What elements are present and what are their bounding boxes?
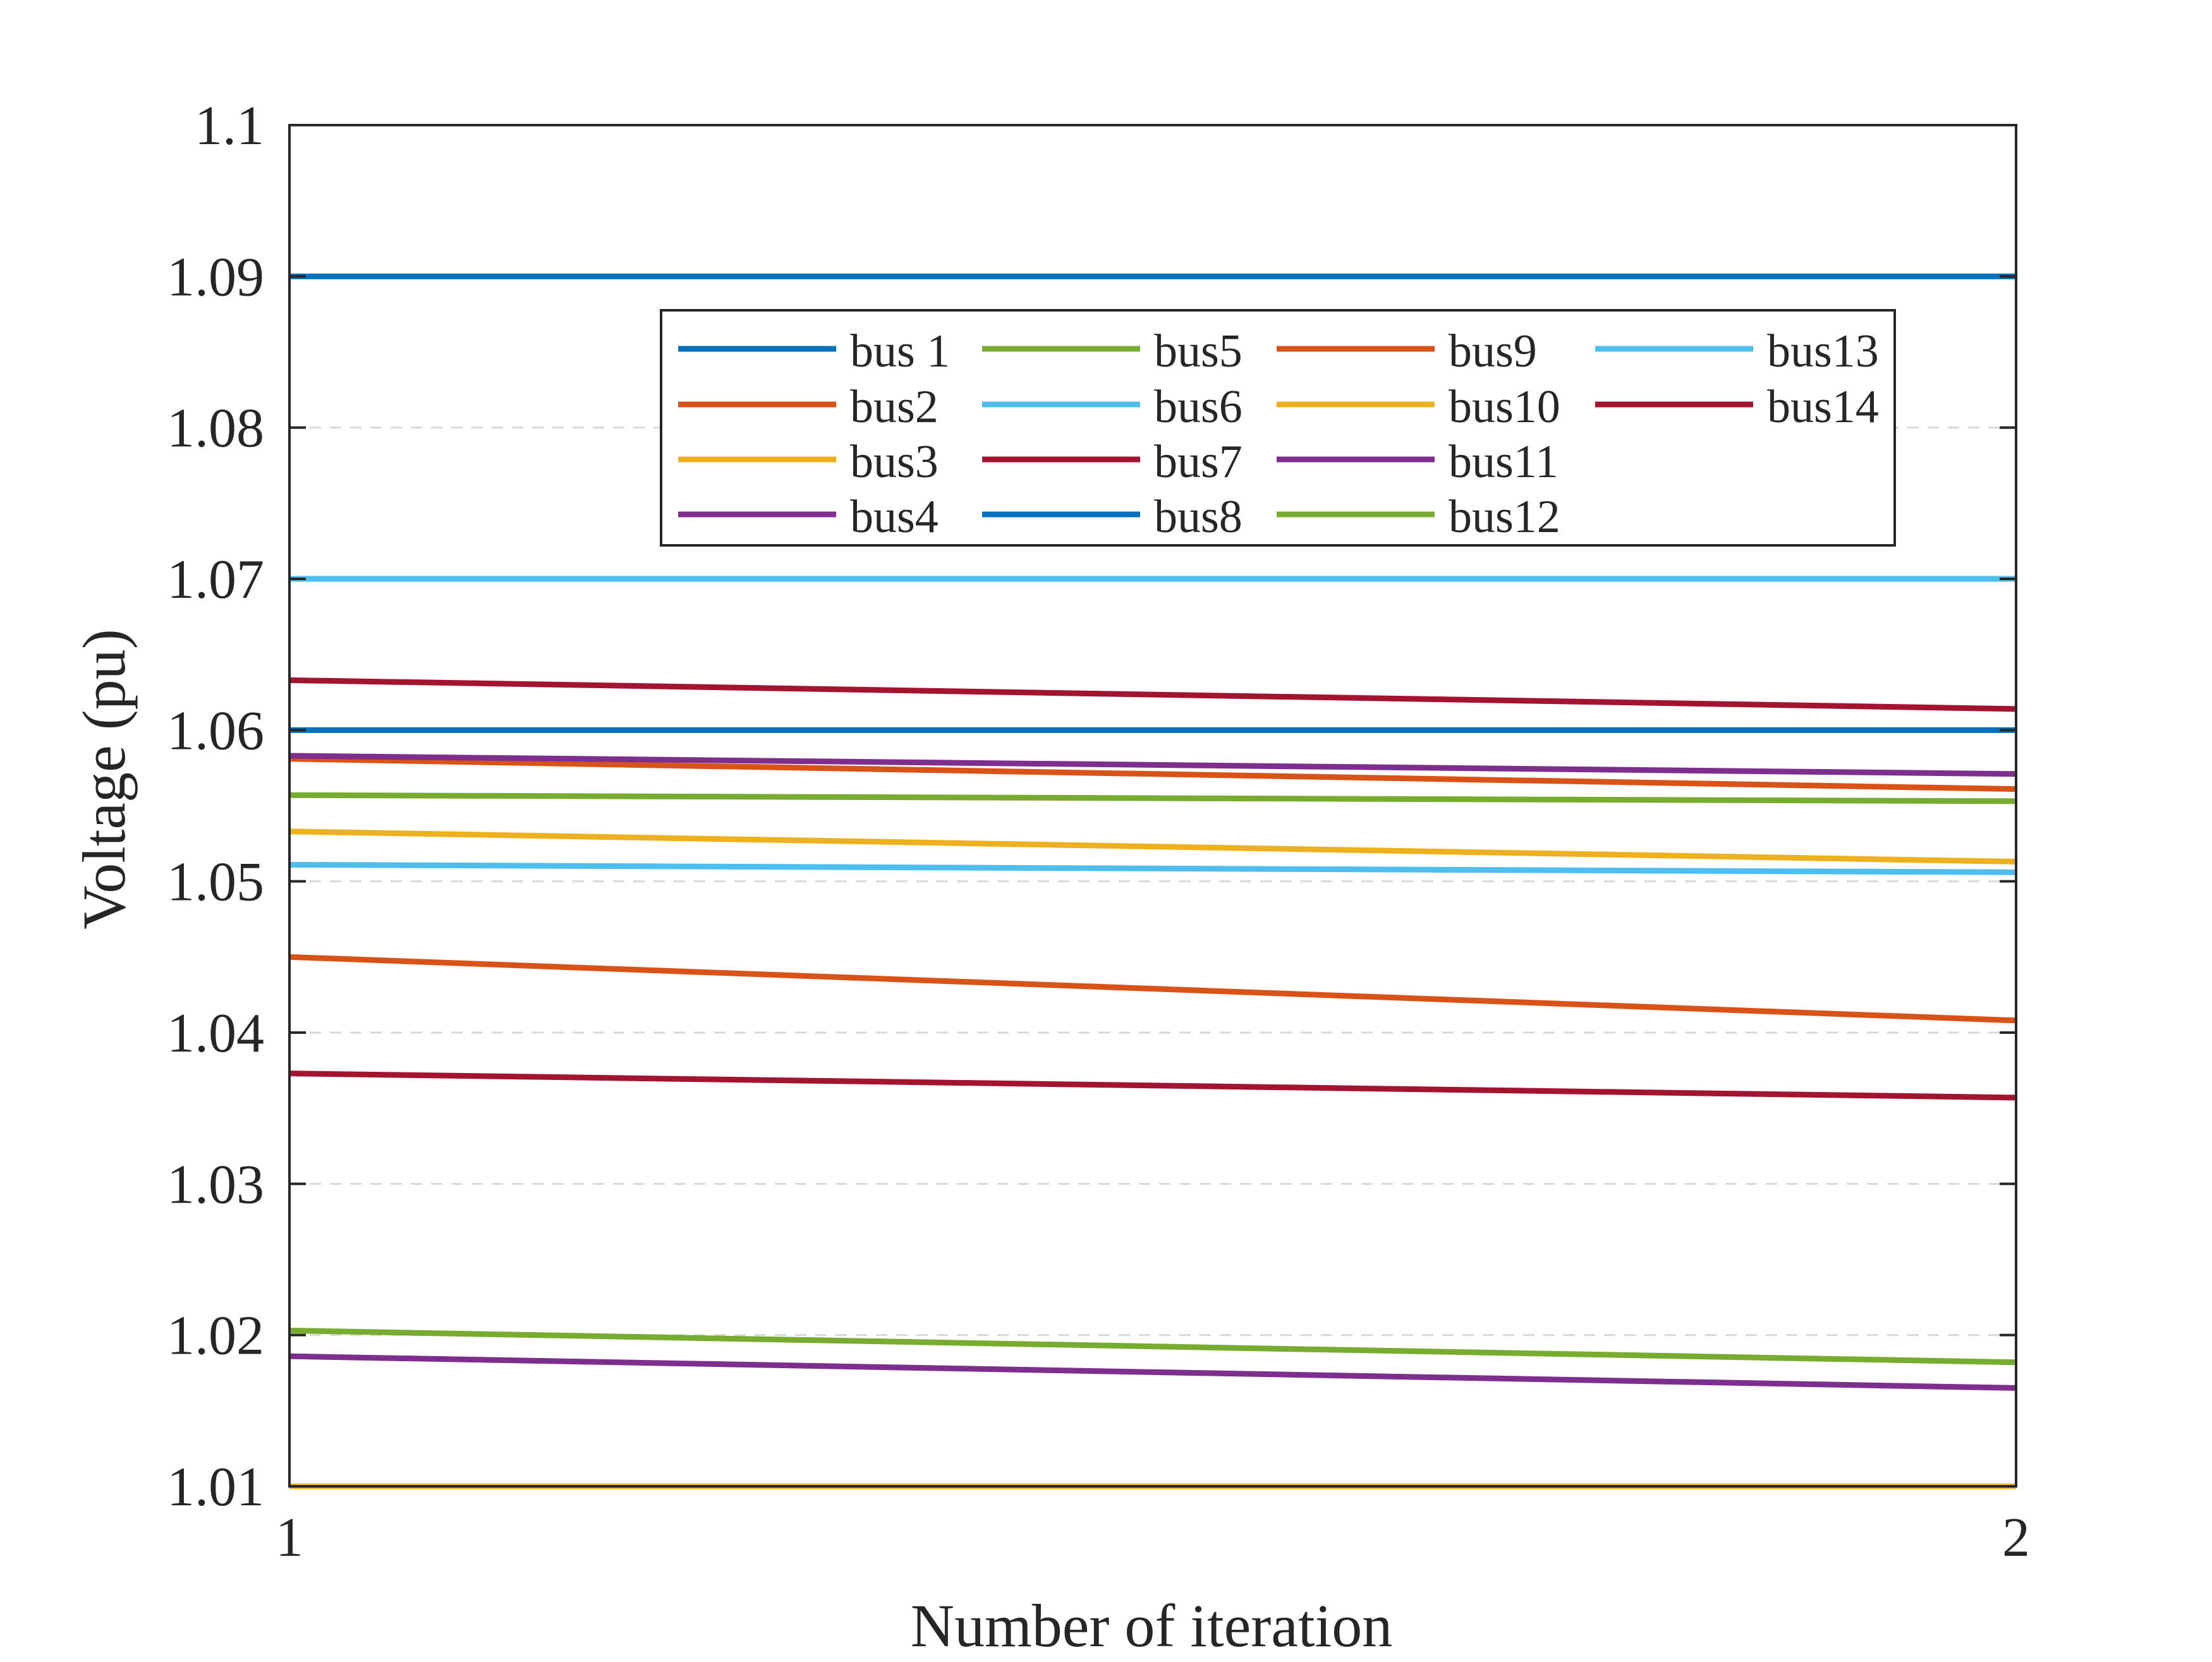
y-tick-label: 1.01 [167,1457,264,1518]
legend-label: bus10 [1449,381,1560,433]
series-line-bus12 [289,792,2017,804]
legend-label: bus7 [1154,436,1243,488]
legend-label: bus3 [850,436,939,488]
y-tick-label: 1.03 [167,1154,264,1215]
y-tick-label: 1.09 [167,246,264,308]
y-tick-label: 1.02 [167,1306,264,1367]
x-tick-label: 1 [276,1507,303,1568]
y-axis-label: Voltage (pu) [70,629,138,929]
series-line-bus13 [289,861,2017,875]
series-line-bus2 [289,954,2017,1024]
legend-label: bus13 [1767,325,1879,377]
legend-label: bus9 [1449,325,1537,377]
legend-label: bus 1 [850,325,950,377]
series-line-bus14 [289,677,2017,712]
y-tick-label: 1.05 [167,852,264,913]
series-line-bus4 [289,1353,2017,1391]
x-axis-label: Number of iteration [911,1592,1392,1659]
series-line-bus5 [289,1327,2017,1366]
legend-label: bus2 [850,381,939,433]
legend-label: bus5 [1154,325,1243,377]
series-line-bus9 [289,756,2017,792]
series-line-bus10 [289,828,2017,865]
series-line-bus7 [289,1071,2017,1101]
legend-label: bus8 [1154,491,1243,543]
x-tick-label: 2 [2002,1507,2030,1568]
legend-box [660,309,1896,547]
axes: 1.01 1.02 1.03 1.04 1.05 1.06 1.07 1.08 1.09 1.1 1… [167,95,2030,1568]
y-tick-label: 1.08 [167,398,264,459]
legend: bus 1bus2bus3bus4bus5bus6bus7bus8bus9bus… [660,309,1896,547]
y-tick-label: 1.07 [167,549,264,610]
legend-label: bus6 [1154,381,1243,433]
legend-label: bus11 [1449,436,1559,488]
y-tick-label: 1.1 [195,95,264,157]
y-tick-label: 1.04 [167,1003,264,1064]
y-tick-label: 1.06 [167,700,264,761]
plot-area-frame [288,124,2017,1488]
legend-label: bus14 [1767,381,1879,433]
legend-label: bus4 [850,491,939,543]
series-line-bus11 [289,753,2017,777]
legend-label: bus12 [1449,491,1560,543]
